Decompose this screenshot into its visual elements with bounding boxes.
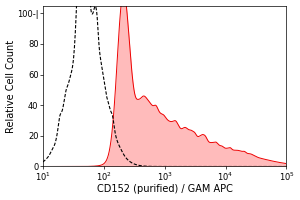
X-axis label: CD152 (purified) / GAM APC: CD152 (purified) / GAM APC (97, 184, 232, 194)
Y-axis label: Relative Cell Count: Relative Cell Count (6, 39, 16, 133)
